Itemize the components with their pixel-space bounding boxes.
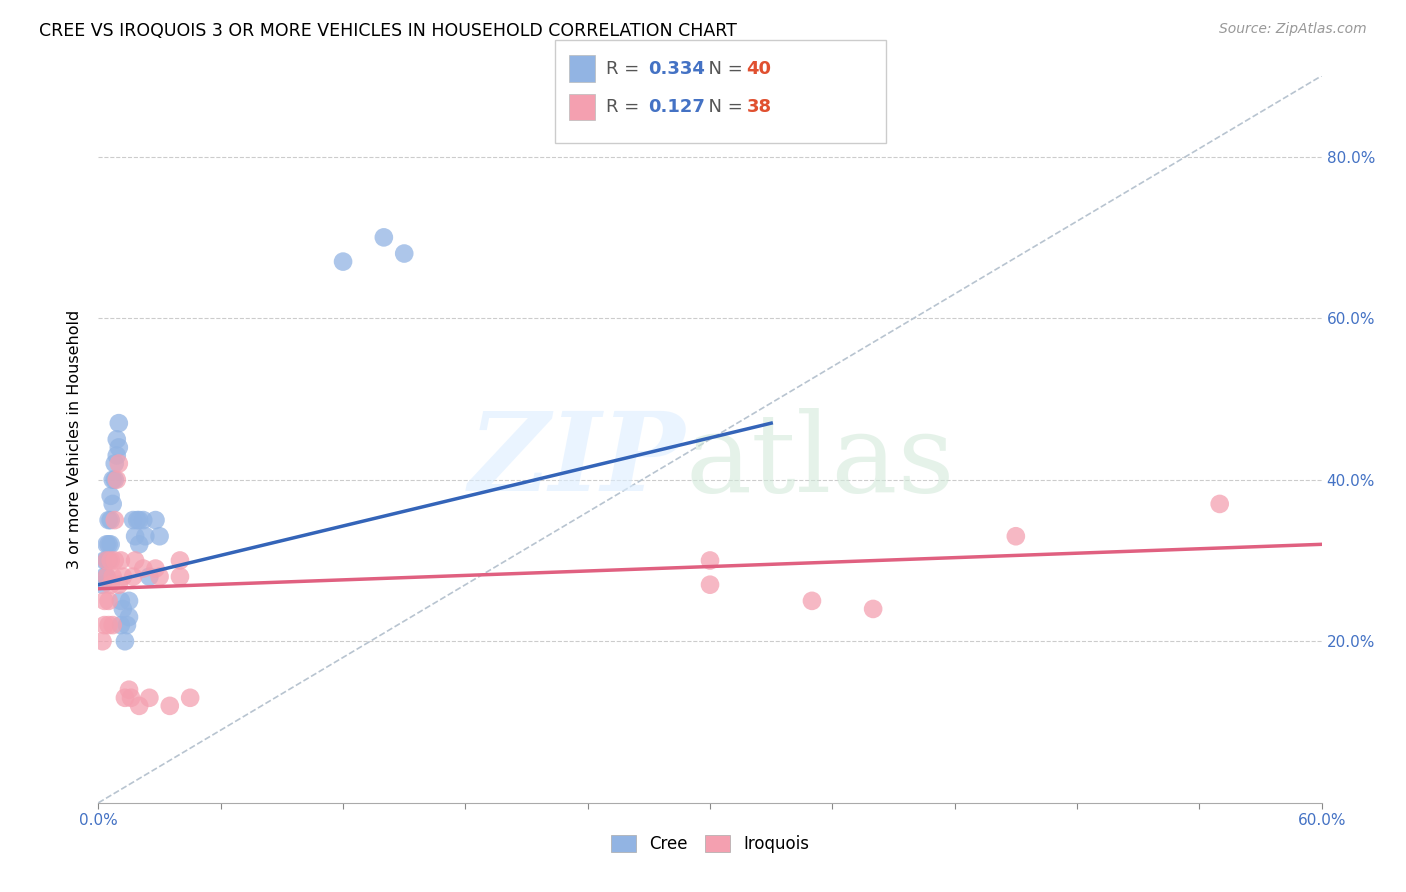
Point (132, 513, 155, 527)
Point (159, 698, 181, 713)
Y-axis label: 3 or more Vehicles in Household: 3 or more Vehicles in Household (67, 310, 83, 569)
Point (104, 553, 127, 567)
Point (93, 594, 115, 608)
Point (801, 594, 824, 608)
Text: 0.334: 0.334 (648, 60, 704, 78)
Point (108, 457, 131, 471)
Point (100, 553, 122, 567)
Point (169, 569, 191, 583)
Point (128, 537, 150, 551)
Point (118, 682, 141, 697)
Point (149, 529, 172, 543)
Point (118, 610, 141, 624)
Point (122, 513, 145, 527)
Point (128, 698, 150, 713)
Point (97, 537, 120, 551)
Point (108, 441, 131, 455)
Point (111, 569, 134, 583)
Point (101, 497, 124, 511)
Point (108, 416, 131, 430)
Point (1004, 529, 1026, 543)
Point (110, 594, 132, 608)
Point (104, 513, 127, 527)
Point (699, 553, 721, 567)
Point (128, 513, 150, 527)
Point (392, 246, 416, 260)
Text: N =: N = (697, 98, 749, 116)
Point (97, 594, 120, 608)
Point (145, 513, 167, 527)
Text: R =: R = (606, 98, 645, 116)
Point (96, 569, 118, 583)
Point (114, 690, 136, 705)
Point (104, 473, 127, 487)
Point (97, 553, 120, 567)
Point (120, 690, 142, 705)
Point (699, 578, 721, 592)
Point (114, 634, 136, 648)
Point (100, 513, 122, 527)
Point (96, 553, 118, 567)
Point (91, 578, 114, 592)
Point (124, 529, 146, 543)
Text: 0.127: 0.127 (648, 98, 704, 116)
Point (127, 513, 149, 527)
Point (100, 537, 122, 551)
Point (108, 578, 131, 592)
Point (179, 690, 201, 705)
Point (138, 690, 160, 705)
Point (1209, 497, 1232, 511)
Legend: Cree, Iroquois: Cree, Iroquois (605, 829, 815, 860)
Point (132, 561, 155, 575)
Text: CREE VS IROQUOIS 3 OR MORE VEHICLES IN HOUSEHOLD CORRELATION CHART: CREE VS IROQUOIS 3 OR MORE VEHICLES IN H… (39, 22, 737, 40)
Point (110, 553, 132, 567)
Point (100, 489, 122, 503)
Point (101, 569, 124, 583)
Point (105, 473, 128, 487)
Point (97, 513, 120, 527)
Point (332, 254, 354, 268)
Text: R =: R = (606, 60, 645, 78)
Point (118, 594, 141, 608)
Point (100, 578, 122, 592)
Point (93, 569, 115, 583)
Point (105, 432, 128, 446)
Point (122, 569, 145, 583)
Text: atlas: atlas (686, 408, 955, 515)
Point (110, 618, 132, 632)
Text: ZIP: ZIP (470, 408, 686, 515)
Point (105, 449, 128, 463)
Point (91, 634, 114, 648)
Point (101, 618, 124, 632)
Point (101, 473, 124, 487)
Point (115, 618, 138, 632)
Point (104, 457, 127, 471)
Point (149, 569, 172, 583)
Text: N =: N = (697, 60, 749, 78)
Point (862, 602, 884, 616)
Point (93, 553, 115, 567)
Point (96, 569, 118, 583)
Text: 38: 38 (747, 98, 772, 116)
Point (96, 553, 118, 567)
Text: Source: ZipAtlas.com: Source: ZipAtlas.com (1219, 22, 1367, 37)
Point (111, 602, 134, 616)
Point (145, 561, 167, 575)
Point (124, 553, 146, 567)
Point (134, 529, 156, 543)
Text: 40: 40 (747, 60, 772, 78)
Point (93, 618, 115, 632)
Point (169, 553, 191, 567)
Point (138, 569, 160, 583)
Point (97, 618, 120, 632)
Point (96, 537, 118, 551)
Point (373, 230, 395, 244)
